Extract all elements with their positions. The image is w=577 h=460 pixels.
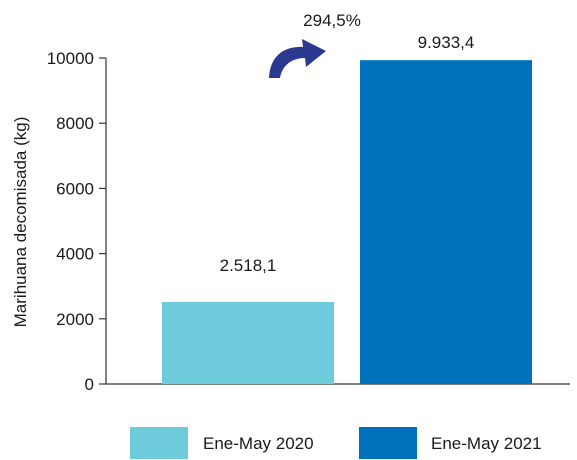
legend-swatch-2021 bbox=[359, 427, 417, 459]
data-labels: 2.518,1 9.933,4 bbox=[220, 33, 475, 275]
y-tick-label: 4000 bbox=[56, 245, 94, 264]
bar-value-label: 9.933,4 bbox=[418, 33, 475, 52]
legend-label-2021: Ene-May 2021 bbox=[431, 434, 542, 453]
bar bbox=[162, 301, 334, 384]
change-annotation: 294,5% bbox=[269, 11, 361, 78]
y-ticks: 0 2000 4000 6000 8000 10000 bbox=[47, 49, 106, 394]
bar bbox=[360, 60, 532, 384]
bars bbox=[162, 60, 532, 384]
y-tick-label: 2000 bbox=[56, 310, 94, 329]
legend: Ene-May 2020 Ene-May 2021 bbox=[130, 427, 542, 459]
bar-value-label: 2.518,1 bbox=[220, 256, 277, 275]
legend-swatch-2020 bbox=[130, 427, 188, 459]
curved-arrow-icon bbox=[269, 39, 326, 78]
y-tick-label: 6000 bbox=[56, 179, 94, 198]
y-axis-title: Marihuana decomisada (kg) bbox=[11, 117, 30, 328]
legend-label-2020: Ene-May 2020 bbox=[203, 434, 314, 453]
change-percent-label: 294,5% bbox=[303, 11, 361, 30]
y-tick-label: 8000 bbox=[56, 114, 94, 133]
y-tick-label: 10000 bbox=[47, 49, 94, 68]
y-tick-label: 0 bbox=[85, 375, 94, 394]
